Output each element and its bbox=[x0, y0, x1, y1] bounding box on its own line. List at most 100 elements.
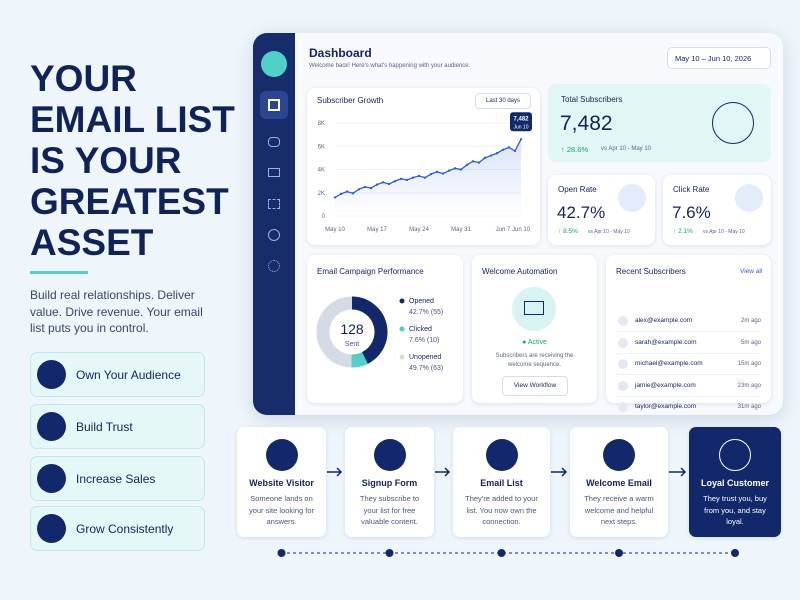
donut-chart: Opened 42.7% (55) Clicked 7.6% (10) Unopened… bbox=[316, 296, 443, 372]
stat-change: ↑ 8.5% bbox=[558, 228, 578, 235]
change: 28.6% bbox=[566, 145, 589, 154]
automation-card: Welcome Automation ● Active Subscribers … bbox=[472, 255, 597, 403]
legend-dot bbox=[399, 298, 405, 304]
stat-label: Open Rate bbox=[558, 185, 597, 194]
point bbox=[333, 196, 337, 199]
stat-label: Total Subscribers bbox=[561, 95, 623, 104]
range-filter[interactable]: Last 30 days bbox=[475, 93, 531, 109]
stat-compare: vs Apr 10 - May 10 bbox=[601, 146, 652, 152]
stat-value: 42.7% bbox=[557, 203, 606, 222]
donut-segment bbox=[351, 296, 388, 364]
point bbox=[393, 179, 397, 183]
point bbox=[453, 167, 457, 170]
timeline-dot bbox=[615, 549, 623, 557]
nav-icon[interactable] bbox=[268, 229, 280, 241]
legend-value: 42.7% (55) bbox=[409, 309, 443, 316]
point bbox=[447, 169, 451, 172]
headline-line: ASSET bbox=[30, 222, 154, 263]
date-picker[interactable]: May 10 – Jun 10, 2026 bbox=[667, 47, 771, 69]
flow-title: Signup Form bbox=[361, 478, 418, 488]
feature-label: Build Trust bbox=[76, 420, 133, 434]
stat-icon bbox=[712, 102, 754, 144]
point bbox=[477, 161, 481, 164]
nav-icon[interactable] bbox=[268, 137, 280, 147]
feature-label: Increase Sales bbox=[76, 472, 156, 486]
rate-card: Click Rate 7.6% ↑ 2.1% vs Apr 10 - May 10 bbox=[663, 175, 771, 245]
point bbox=[429, 172, 433, 176]
x-tick-label: May 10 bbox=[325, 227, 345, 233]
nav-active[interactable] bbox=[260, 91, 288, 119]
change: 2.1% bbox=[678, 228, 693, 235]
time: 5m ago bbox=[740, 339, 761, 346]
flow-text: They're added to your list. You now own … bbox=[465, 494, 538, 526]
point bbox=[465, 163, 469, 167]
email: michael@example.com bbox=[635, 360, 703, 367]
x-tick-label: May 17 bbox=[367, 227, 387, 233]
point bbox=[483, 156, 487, 160]
legend-name: Clicked bbox=[409, 326, 432, 333]
email: taylor@example.com bbox=[635, 403, 697, 410]
nav-icon[interactable] bbox=[268, 199, 280, 209]
legend-dot bbox=[399, 354, 405, 360]
flow-title: Email List bbox=[480, 478, 523, 488]
accent-line bbox=[30, 271, 88, 274]
flow-icon bbox=[603, 439, 635, 471]
point bbox=[345, 190, 349, 193]
workflow-button[interactable]: View Workflow bbox=[502, 376, 568, 396]
flow-step: Signup Form They subscribe to your list f… bbox=[345, 427, 434, 537]
avatar bbox=[618, 380, 628, 391]
donut-total-label: Sent bbox=[345, 341, 359, 348]
sidebar bbox=[253, 33, 295, 415]
point bbox=[489, 154, 493, 157]
feature-label: Own Your Audience bbox=[76, 368, 181, 382]
feature-icon bbox=[37, 360, 66, 389]
headline: YOUR EMAIL LIST IS YOUR GREATEST ASSET bbox=[30, 58, 235, 263]
point bbox=[387, 182, 391, 186]
nav-icon[interactable] bbox=[268, 168, 280, 177]
status: ● Active bbox=[522, 339, 547, 346]
mail-glyph bbox=[524, 301, 544, 315]
nav-icon[interactable] bbox=[268, 99, 280, 111]
change: 8.5% bbox=[563, 228, 578, 235]
nav-icon[interactable] bbox=[268, 260, 280, 272]
flow-step: Email List They're added to your list. Yo… bbox=[453, 427, 550, 537]
flow-icon bbox=[265, 439, 298, 471]
legend-name: Opened bbox=[409, 298, 434, 305]
dashboard: Dashboard Welcome back! Here's what's ha… bbox=[253, 33, 783, 415]
flow-text: Someone lands on your site looking for a… bbox=[248, 494, 315, 526]
point bbox=[471, 160, 475, 163]
point bbox=[369, 186, 373, 190]
point bbox=[435, 170, 439, 174]
donut-segment bbox=[316, 296, 353, 368]
feature-card: Grow Consistently bbox=[30, 506, 205, 551]
dashboard-title: Dashboard bbox=[309, 46, 372, 60]
legend-dot bbox=[399, 326, 405, 332]
point bbox=[357, 188, 361, 191]
donut-total: 128 bbox=[340, 321, 364, 337]
avatar bbox=[618, 402, 628, 412]
stat-change: ↑ 28.6% bbox=[561, 145, 589, 154]
flow-step: Welcome Email They receive a warm welcome… bbox=[570, 427, 668, 537]
time: 31m ago bbox=[737, 404, 761, 410]
tooltip-label: Jun 10 bbox=[513, 124, 528, 130]
point bbox=[351, 192, 355, 195]
feature-card: Build Trust bbox=[30, 404, 205, 449]
view-all-link[interactable]: View all bbox=[740, 268, 763, 275]
mail-icon bbox=[512, 287, 556, 331]
avatar bbox=[618, 337, 628, 348]
area bbox=[335, 139, 521, 216]
flow-title: Welcome Email bbox=[586, 478, 652, 488]
y-tick-label: 4K bbox=[318, 168, 325, 174]
flow-text: They receive a warm welcome and helpful … bbox=[584, 494, 654, 526]
email: sarah@example.com bbox=[635, 338, 697, 346]
flow-step: Website Visitor Someone lands on your sit… bbox=[237, 427, 326, 537]
divider bbox=[616, 374, 761, 375]
point bbox=[405, 178, 409, 182]
flow-title: Loyal Customer bbox=[700, 478, 769, 488]
rate-card: Open Rate 42.7% ↑ 8.5% vs Apr 10 - May 10 bbox=[548, 175, 655, 245]
hero-body: Build real relationships. Deliver value.… bbox=[30, 288, 203, 335]
y-tick-label: 6K bbox=[318, 144, 325, 150]
headline-line: YOUR bbox=[30, 58, 137, 99]
